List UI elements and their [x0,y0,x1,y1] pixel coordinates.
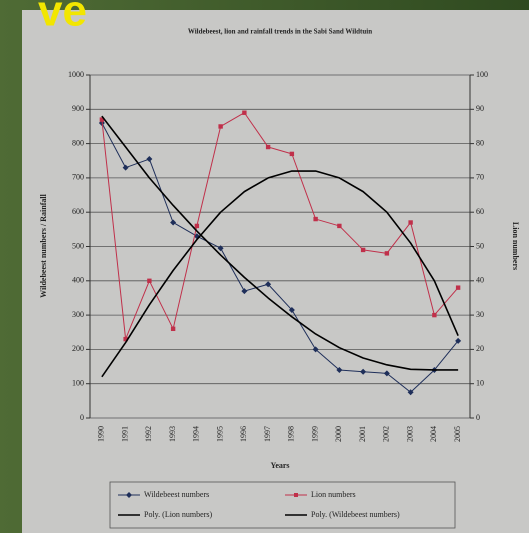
y2-tick-label: 60 [476,207,484,216]
slide-title-fragment: ve [38,0,87,36]
point [123,336,128,342]
y2-tick-label: 10 [476,379,484,388]
y2-tick-label: 100 [476,70,488,79]
trend-line [101,170,459,378]
x-tick-label: 1993 [168,426,177,442]
x-tick-label: 1997 [263,426,272,442]
y2-tick-label: 0 [476,413,480,422]
point [170,219,177,226]
x-tick-label: 2005 [453,426,462,442]
chart-title: Wildebeest, lion and rainfall trends in … [188,28,372,36]
y2-tick-label: 40 [476,276,484,285]
legend-label: Lion numbers [311,490,356,499]
series-line [101,112,459,340]
point [455,337,462,344]
x-tick-label: 2003 [405,426,414,442]
point [289,151,295,157]
point [122,164,129,171]
point [170,326,176,332]
x-tick-label: 1994 [192,426,201,442]
x-tick-label: 2004 [429,426,438,442]
point [265,281,272,288]
x-tick-label: 1992 [144,426,153,442]
y-tick-label: 500 [72,241,84,250]
x-tick-label: 2002 [382,426,391,442]
point [218,124,223,129]
point [265,144,271,150]
x-tick-label: 1990 [97,426,106,442]
point [383,370,390,377]
x-tick-label: 2001 [358,426,367,442]
y2-tick-label: 80 [476,138,484,147]
point [432,312,437,318]
point [455,285,461,290]
legend-label: Wildebeest numbers [144,490,209,499]
y-tick-label: 900 [72,104,84,113]
y-tick-label: 400 [72,276,84,285]
point [313,216,318,222]
point [241,288,248,295]
x-tick-label: 1995 [215,426,224,442]
x-tick-label: 2000 [334,426,343,442]
point [360,368,367,375]
trend-line [101,115,459,371]
chart-panel [22,10,529,533]
y-tick-label: 100 [72,379,84,388]
point [312,346,319,353]
point [242,110,247,115]
y2-tick-label: 20 [476,344,484,353]
legend-box [109,481,456,529]
point [146,156,153,163]
point [99,117,105,122]
y2-axis-label: Lion numbers [511,222,520,270]
legend-marker [126,492,132,498]
y-tick-label: 300 [72,310,84,319]
point [288,306,295,313]
y-tick-label: 200 [72,344,84,353]
y-tick-label: 600 [72,207,84,216]
legend-label: Poly. (Lion numbers) [144,510,212,519]
point [194,223,200,229]
y-axis-label: Wildebeest numbers / Rainfall [39,193,48,297]
y-tick-label: 700 [72,173,84,182]
y-tick-label: 0 [80,413,84,422]
point [336,366,343,373]
x-tick-label: 1991 [120,426,129,442]
legend-marker [294,493,298,497]
y-tick-label: 1000 [68,70,84,79]
x-tick-label: 1996 [239,426,248,442]
y2-tick-label: 30 [476,310,484,319]
point [147,278,152,283]
point [407,389,414,396]
x-tick-label: 1999 [310,426,319,442]
point [408,220,413,225]
y2-tick-label: 90 [476,104,484,113]
legend-label: Poly. (Wildebeest numbers) [311,510,400,519]
y-tick-label: 800 [72,138,84,147]
point [360,247,366,253]
point [337,223,342,229]
point [384,251,390,256]
y2-tick-label: 50 [476,241,484,250]
point [217,245,224,252]
x-axis-label: Years [270,461,289,470]
x-tick-label: 1998 [287,426,296,442]
y2-tick-label: 70 [476,173,484,182]
